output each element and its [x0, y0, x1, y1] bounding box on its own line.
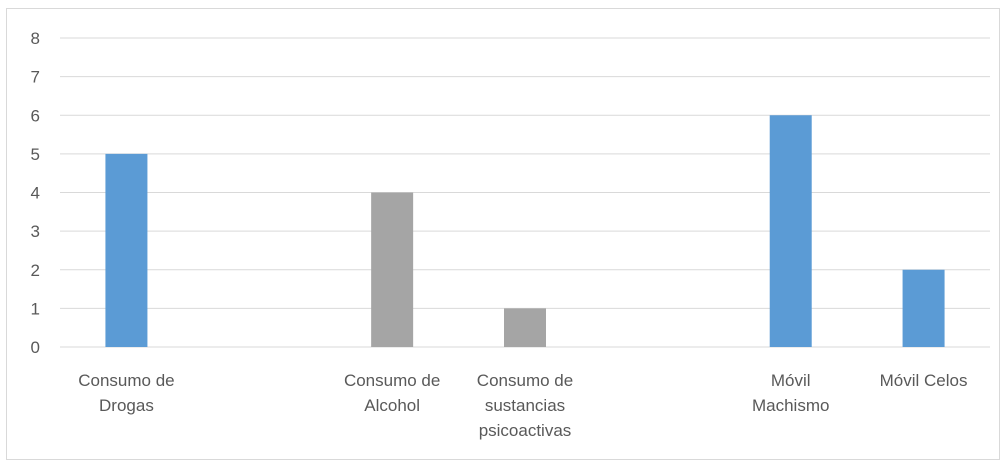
chart-frame	[6, 8, 1000, 460]
y-tick-label-2: 2	[31, 261, 40, 280]
y-tick-label-7: 7	[31, 68, 40, 87]
y-tick-label-4: 4	[31, 184, 40, 203]
y-tick-label-8: 8	[31, 29, 40, 48]
category-label-2: Consumo de Alcohol	[344, 371, 440, 415]
category-label-0: Consumo de Drogas	[78, 371, 174, 415]
bar-6	[902, 269, 945, 347]
bar-0	[105, 153, 148, 347]
bar-2	[371, 192, 414, 347]
category-label-6: Móvil Celos	[880, 371, 968, 390]
bar-5	[769, 115, 812, 347]
bar-3	[504, 308, 546, 347]
category-label-5: Móvil Machismo	[752, 371, 829, 415]
y-tick-label-0: 0	[31, 338, 40, 357]
y-tick-label-1: 1	[31, 299, 40, 318]
y-tick-label-3: 3	[31, 222, 40, 241]
y-tick-label-6: 6	[31, 106, 40, 125]
category-label-3: Consumo de sustancias psicoactivas	[477, 371, 573, 440]
y-tick-label-5: 5	[31, 145, 40, 164]
